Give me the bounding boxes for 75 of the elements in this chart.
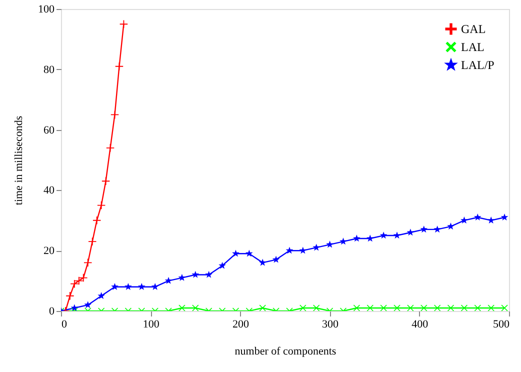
point xyxy=(102,177,110,186)
point xyxy=(447,304,454,311)
y-axis-title: time in milliseconds xyxy=(13,116,25,206)
y-tick-label: 60 xyxy=(44,124,55,136)
point xyxy=(353,234,360,242)
point xyxy=(460,304,468,311)
point xyxy=(488,304,494,311)
x-tick-label: 100 xyxy=(142,318,160,330)
x-tick-label: 400 xyxy=(412,318,429,330)
point xyxy=(70,280,78,288)
point xyxy=(407,304,414,311)
x-tick-label: 0 xyxy=(62,318,68,330)
point xyxy=(406,228,414,236)
point xyxy=(326,240,334,248)
point xyxy=(299,246,307,254)
point xyxy=(272,256,280,263)
legend-label: LAL/P xyxy=(461,58,495,72)
point xyxy=(420,226,428,233)
point xyxy=(97,201,106,210)
legend-label: LAL xyxy=(461,40,484,54)
y-tick-label: 80 xyxy=(44,64,55,76)
y-tick-label: 20 xyxy=(44,245,55,258)
point xyxy=(192,304,199,311)
point xyxy=(300,304,306,311)
point xyxy=(312,244,320,251)
point xyxy=(232,250,240,257)
point xyxy=(151,282,159,290)
point xyxy=(192,270,200,278)
point xyxy=(88,238,96,246)
x-tick-label: 300 xyxy=(322,318,340,330)
point xyxy=(393,232,401,239)
point xyxy=(259,304,266,311)
point xyxy=(487,216,495,224)
x-axis-title: number of components xyxy=(234,346,336,358)
point xyxy=(205,270,213,278)
point xyxy=(380,304,387,311)
point xyxy=(84,301,92,308)
point xyxy=(501,304,508,311)
point xyxy=(366,234,374,242)
point xyxy=(178,274,186,281)
point xyxy=(164,276,172,284)
point xyxy=(286,246,294,254)
point xyxy=(70,304,78,311)
point xyxy=(447,222,454,230)
y-tick-label: 100 xyxy=(38,4,55,16)
point xyxy=(340,238,347,245)
point xyxy=(380,232,388,239)
point xyxy=(178,304,186,311)
point xyxy=(66,292,74,300)
point xyxy=(84,258,92,267)
point xyxy=(111,282,118,290)
point xyxy=(218,262,226,269)
y-tick-label: 0 xyxy=(49,306,55,318)
point xyxy=(75,276,83,285)
x-tick-label: 500 xyxy=(493,318,510,330)
y-tick-label: 40 xyxy=(44,184,55,197)
point xyxy=(366,304,374,311)
x-tick-label: 200 xyxy=(232,318,250,330)
point xyxy=(98,292,105,300)
point xyxy=(434,226,441,233)
point xyxy=(313,304,320,311)
point xyxy=(474,304,481,311)
point xyxy=(92,216,101,224)
point xyxy=(138,282,146,290)
point xyxy=(460,216,468,224)
point xyxy=(245,250,253,257)
point xyxy=(353,304,360,311)
point xyxy=(258,258,266,266)
point xyxy=(474,214,482,221)
point xyxy=(500,214,508,221)
point xyxy=(124,282,132,290)
point xyxy=(420,304,428,311)
legend-label: GAL xyxy=(461,22,486,36)
point xyxy=(434,304,441,311)
point xyxy=(394,304,400,311)
